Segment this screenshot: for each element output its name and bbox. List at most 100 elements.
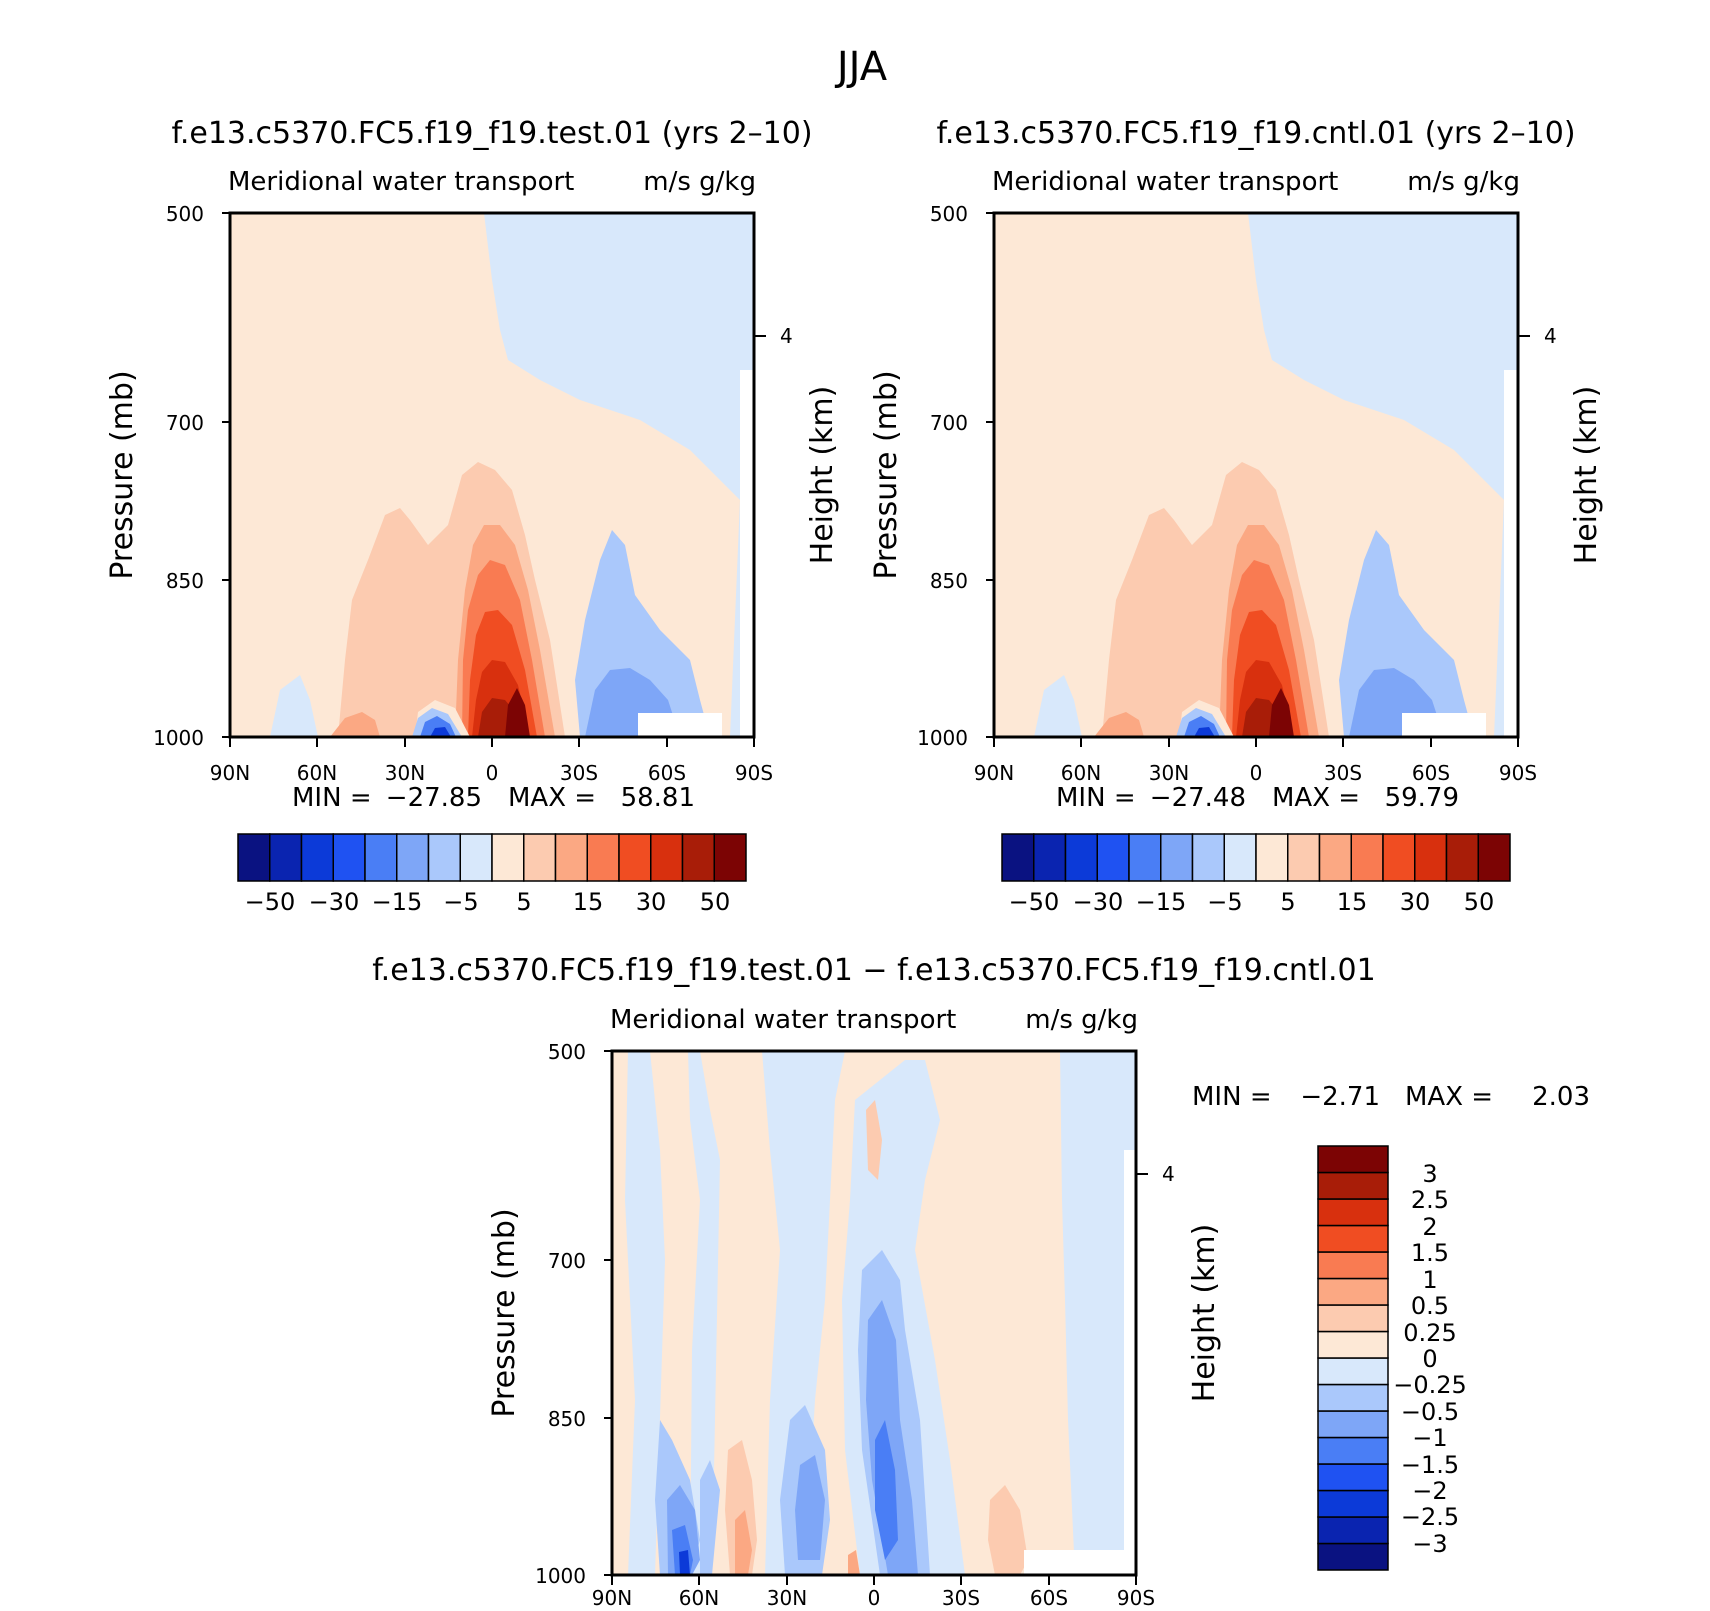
panel-diff-max-label: MAX = xyxy=(1405,1082,1493,1112)
panel-cntl-axis-bottom: 90N 60N 30N 0 30S 60S 90S xyxy=(974,737,1537,785)
panel-test-xtick-30s: 30S xyxy=(560,761,598,785)
panel-diff-axis-right: 4 Height (km) xyxy=(1136,1162,1222,1402)
panel-cntl-cbar-label-neg5: −5 xyxy=(1207,888,1242,916)
panel-cntl-colorbar-swatch-9 xyxy=(1287,833,1321,882)
panel-diff-ytick-700: 700 xyxy=(548,1249,586,1273)
panel-test-colorbar-swatch-13 xyxy=(650,833,684,882)
panel-diff-subtitle-left: Meridional water transport xyxy=(610,1005,956,1035)
panel-diff-colorbar-swatch-15 xyxy=(1317,1145,1389,1174)
panel-cntl-max-value: 59.79 xyxy=(1385,783,1459,813)
panel-diff-colorbar-swatch-1 xyxy=(1317,1516,1389,1545)
panel-cntl-ylabel: Pressure (mb) xyxy=(869,370,904,579)
panel-test-max-value: 58.81 xyxy=(621,783,695,813)
panel-test-colorbar-swatch-0 xyxy=(237,833,271,882)
panel-cntl-cbar-label-5: 5 xyxy=(1280,888,1295,916)
panel-test-xtick-0: 0 xyxy=(486,761,499,785)
panel-test-ytick-850: 850 xyxy=(166,569,204,593)
panel-test-colorbar-swatch-9 xyxy=(523,833,557,882)
panel-diff-cbar-label-0p25: 0.25 xyxy=(1403,1319,1456,1347)
panel-test-colorbar-swatch-7 xyxy=(459,833,493,882)
panel-diff-colorbar-swatch-13 xyxy=(1317,1198,1389,1227)
panel-test-colorbar-swatch-11 xyxy=(586,833,620,882)
panel-test-xtick-30n: 30N xyxy=(385,761,425,785)
panel-cntl-colorbar-swatch-8 xyxy=(1255,833,1289,882)
panel-cntl-title: f.e13.c5370.FC5.f19_f19.cntl.01 (yrs 2–1… xyxy=(936,116,1575,151)
panel-diff-field xyxy=(612,1051,1136,1575)
panel-diff-ytick-500: 500 xyxy=(548,1040,586,1064)
panel-test-colorbar xyxy=(237,833,747,882)
panel-test-min-label: MIN = xyxy=(292,783,372,813)
panel-diff-colorbar-swatch-14 xyxy=(1317,1171,1389,1200)
panel-test-colorbar-swatch-2 xyxy=(300,833,334,882)
panel-cntl-colorbar-swatch-7 xyxy=(1223,833,1257,882)
panel-diff-colorbar-labels: −3 −2.5 −2 −1.5 −1 −0.5 −0.25 0 0.25 0.5… xyxy=(1393,1160,1467,1558)
panel-test-cbar-label-5: 5 xyxy=(516,888,531,916)
panel-diff-ytick-850: 850 xyxy=(548,1407,586,1431)
panel-cntl-colorbar-swatch-14 xyxy=(1445,833,1479,882)
panel-cntl-cbar-label-15: 15 xyxy=(1337,888,1368,916)
panel-cntl-min-value: −27.48 xyxy=(1150,783,1246,813)
panel-diff-cbar-label-neg3: −3 xyxy=(1412,1530,1447,1558)
panel-cntl-colorbar-swatch-3 xyxy=(1096,833,1130,882)
panel-diff-ytick-1000: 1000 xyxy=(535,1564,586,1588)
panel-test-colorbar-swatch-3 xyxy=(332,833,366,882)
panel-diff-xtick-30s: 30S xyxy=(942,1586,980,1610)
panel-cntl-xtick-0: 0 xyxy=(1250,761,1263,785)
panel-test-ytick-right-4: 4 xyxy=(780,324,793,348)
figure-title: JJA xyxy=(834,44,888,90)
panel-test-cbar-label-neg30: −30 xyxy=(309,888,360,916)
panel-cntl-cbar-label-30: 30 xyxy=(1400,888,1431,916)
panel-diff: f.e13.c5370.FC5.f19_f19.test.01 − f.e13.… xyxy=(372,953,1590,1610)
panel-diff-xtick-90s: 90S xyxy=(1117,1586,1155,1610)
panel-test-subtitle-left: Meridional water transport xyxy=(228,167,574,197)
panel-diff-cbar-label-1: 1 xyxy=(1422,1266,1437,1294)
panel-diff-subtitle-right: m/s g/kg xyxy=(1025,1005,1138,1035)
panel-test-field xyxy=(230,213,754,737)
panel-diff-cbar-label-neg1p5: −1.5 xyxy=(1401,1451,1459,1479)
panel-cntl-colorbar-swatch-5 xyxy=(1160,833,1194,882)
panel-diff-colorbar-swatch-5 xyxy=(1317,1410,1389,1439)
panel-cntl-cbar-label-neg30: −30 xyxy=(1073,888,1124,916)
panel-diff-cbar-label-neg2p5: −2.5 xyxy=(1401,1503,1459,1531)
panel-diff-colorbar-swatch-4 xyxy=(1317,1436,1389,1465)
panel-diff-xtick-60s: 60S xyxy=(1030,1586,1068,1610)
panel-cntl-field xyxy=(994,213,1518,737)
panel-diff-axis-left: 500 700 850 1000 Pressure (mb) xyxy=(487,1040,612,1588)
panel-cntl-colorbar-swatch-13 xyxy=(1414,833,1448,882)
panel-test-subtitle-right: m/s g/kg xyxy=(643,167,756,197)
panel-test-colorbar-swatch-15 xyxy=(713,833,747,882)
panel-diff-cbar-label-0p5: 0.5 xyxy=(1411,1292,1449,1320)
panel-cntl-xtick-90n: 90N xyxy=(974,761,1014,785)
panel-test-xtick-90n: 90N xyxy=(210,761,250,785)
panel-test-xtick-60n: 60N xyxy=(297,761,337,785)
panel-test-cbar-label-15: 15 xyxy=(573,888,604,916)
panel-diff-min-label: MIN = xyxy=(1192,1082,1272,1112)
panel-test-colorbar-swatch-12 xyxy=(618,833,652,882)
panel-cntl-cbar-label-neg15: −15 xyxy=(1136,888,1187,916)
panel-diff-cbar-label-2p5: 2.5 xyxy=(1411,1186,1449,1214)
panel-cntl-subtitle-left: Meridional water transport xyxy=(992,167,1338,197)
panel-diff-colorbar-swatch-3 xyxy=(1317,1463,1389,1492)
panel-diff-xtick-30n: 30N xyxy=(767,1586,807,1610)
panel-diff-xtick-0: 0 xyxy=(868,1586,881,1610)
panel-test-ylabel: Pressure (mb) xyxy=(105,370,140,579)
panel-cntl-colorbar xyxy=(1001,833,1511,882)
panel-diff-colorbar-swatch-8 xyxy=(1317,1330,1389,1359)
panel-cntl-ytick-1000: 1000 xyxy=(917,726,968,750)
panel-test-colorbar-swatch-5 xyxy=(396,833,430,882)
panel-cntl-colorbar-swatch-15 xyxy=(1477,833,1511,882)
panel-test-ylabel-right: Height (km) xyxy=(805,386,840,565)
panel-diff-cbar-label-neg0p5: −0.5 xyxy=(1401,1398,1459,1426)
panel-cntl: f.e13.c5370.FC5.f19_f19.cntl.01 (yrs 2–1… xyxy=(869,116,1604,916)
panel-diff-cbar-label-neg1: −1 xyxy=(1412,1424,1447,1452)
panel-cntl-xtick-60s: 60S xyxy=(1412,761,1450,785)
panel-test: f.e13.c5370.FC5.f19_f19.test.01 (yrs 2–1… xyxy=(105,116,840,916)
panel-cntl-colorbar-swatch-2 xyxy=(1064,833,1098,882)
panel-cntl-colorbar-swatch-6 xyxy=(1191,833,1225,882)
panel-diff-cbar-label-3: 3 xyxy=(1422,1160,1437,1188)
panel-diff-cbar-label-0: 0 xyxy=(1422,1345,1437,1373)
panel-diff-colorbar-swatch-6 xyxy=(1317,1383,1389,1412)
panel-test-colorbar-swatch-14 xyxy=(681,833,715,882)
panel-diff-cbar-label-neg2: −2 xyxy=(1412,1477,1447,1505)
panel-diff-min-value: −2.71 xyxy=(1300,1082,1380,1112)
